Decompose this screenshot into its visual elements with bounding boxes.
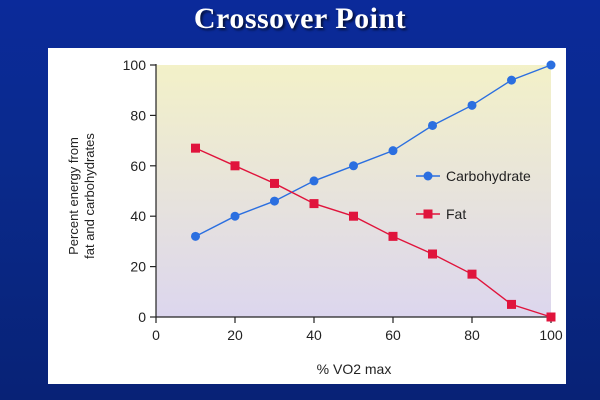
data-point [388,146,398,156]
legend: Carbohydrate Fat [416,168,531,222]
series-carbohydrate [191,60,556,241]
data-point [349,161,358,171]
series-fat [191,143,556,322]
data-point [507,299,516,309]
data-point [230,161,240,171]
x-tick-label: 60 [385,327,401,343]
data-point [349,211,358,221]
data-point [309,176,319,186]
data-point [428,249,437,259]
legend-marker [423,171,433,181]
data-point [428,120,437,130]
line-chart: 0 20 40 60 80 100 0 20 40 60 80 100 Carbohydrate Fa… [66,57,563,377]
data-point [467,269,477,279]
data-point [230,211,240,221]
data-point [507,75,516,85]
x-tick-label: 40 [306,327,322,343]
legend-item: Fat [416,206,466,222]
y-tick-label: 80 [130,107,146,123]
data-point [546,312,556,322]
y-tick-label: 60 [130,158,146,174]
x-axis-label: % VO2 max [317,361,392,377]
x-ticks: 0 20 40 60 80 100 [152,317,563,343]
y-ticks: 0 20 40 60 80 100 [123,57,156,325]
data-point [191,231,200,241]
data-point [191,143,200,153]
data-point [309,199,319,209]
legend-marker [423,209,433,219]
y-tick-label: 0 [138,309,146,325]
y-tick-label: 20 [130,259,146,275]
plot-area [156,65,551,317]
legend-label: Fat [446,206,466,222]
y-axis-label-line2: fat and carbohydrates [82,133,97,259]
data-point [388,231,398,241]
x-tick-label: 20 [227,327,243,343]
data-point [467,100,477,110]
legend-item: Carbohydrate [416,168,531,184]
x-tick-label: 100 [539,327,563,343]
series-group [191,60,556,322]
y-tick-label: 100 [123,57,147,73]
y-axis-label-line1: Percent energy from [66,137,81,255]
slide-title: Crossover Point [193,2,407,35]
y-tick-label: 40 [130,208,146,224]
series-line [195,147,552,318]
data-point [270,196,279,206]
x-tick-label: 80 [464,327,480,343]
chart-panel: 0 20 40 60 80 100 0 20 40 60 80 100 Carbohydrate Fa… [48,48,566,384]
x-tick-label: 0 [152,327,160,343]
legend-label: Carbohydrate [446,168,531,184]
data-point [546,60,556,70]
data-point [270,178,279,188]
series-line [195,64,552,237]
